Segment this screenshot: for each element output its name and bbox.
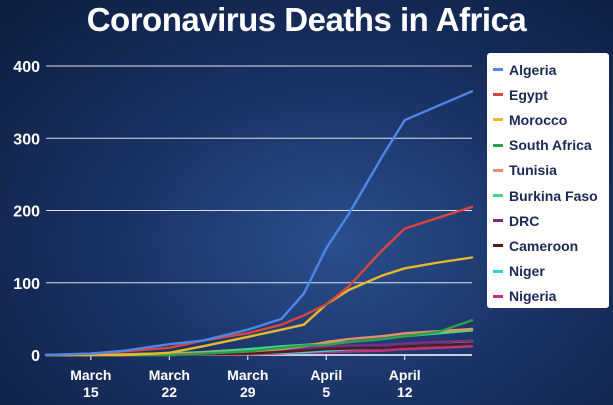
legend-item-south-africa: South Africa [493,133,609,158]
grid-lines [46,65,472,356]
chart-title: Coronavirus Deaths in Africa [86,1,527,38]
legend-swatch [493,143,503,147]
x-tick-label-day: 29 [240,384,256,400]
legend-item-niger: Niger [493,259,609,284]
legend-label: Niger [509,263,545,280]
legend-item-nigeria: Nigeria [493,284,609,309]
series-line-morocco [44,256,474,357]
legend-swatch [493,294,503,298]
legend-swatch [493,168,503,172]
legend-label: Cameroon [509,237,579,254]
legend-label: Tunisia [509,162,557,179]
legend-label: Burkina Faso [509,187,598,204]
legend-swatch [493,68,503,72]
legend-swatch [493,93,503,97]
series-lines [44,90,474,357]
legend-item-algeria: Algeria [493,57,609,82]
series-line-algeria [44,90,474,357]
x-tick-label-month: March [149,367,190,383]
legend-item-cameroon: Cameroon [493,233,609,258]
legend-swatch [493,118,503,122]
legend: Algeria Egypt Morocco South Africa Tunisia Bu… [487,53,609,308]
legend-label: Nigeria [509,288,557,305]
x-tick-label-month: March [70,367,111,383]
legend-item-drc: DRC [493,208,609,233]
x-tick-label-day: 22 [162,384,178,400]
legend-label: Egypt [509,86,548,103]
y-tick-label: 100 [13,276,40,293]
legend-swatch [493,269,503,273]
y-tick-label: 400 [13,59,40,76]
y-axis-ticks: 0 100 200 300 400 [13,59,40,365]
legend-label: South Africa [509,137,592,154]
legend-item-tunisia: Tunisia [493,158,609,183]
legend-label: DRC [509,212,540,229]
x-tick-label-day: 15 [83,384,99,400]
legend-item-egypt: Egypt [493,82,609,107]
x-tick-label-day: 5 [322,384,330,400]
legend-item-morocco: Morocco [493,107,609,132]
legend-item-burkina-faso: Burkina Faso [493,183,609,208]
legend-swatch [493,219,503,223]
legend-label: Morocco [509,111,568,128]
y-tick-label: 200 [13,204,40,221]
x-tick-label-month: April [389,367,421,383]
y-tick-label: 0 [31,348,40,365]
x-tick-label-day: 12 [397,384,413,400]
legend-swatch [493,194,503,198]
x-tick-label-month: April [310,367,342,383]
y-tick-label: 300 [13,131,40,148]
legend-label: Algeria [509,61,557,78]
x-tick-label-month: March [227,367,268,383]
legend-swatch [493,244,503,248]
